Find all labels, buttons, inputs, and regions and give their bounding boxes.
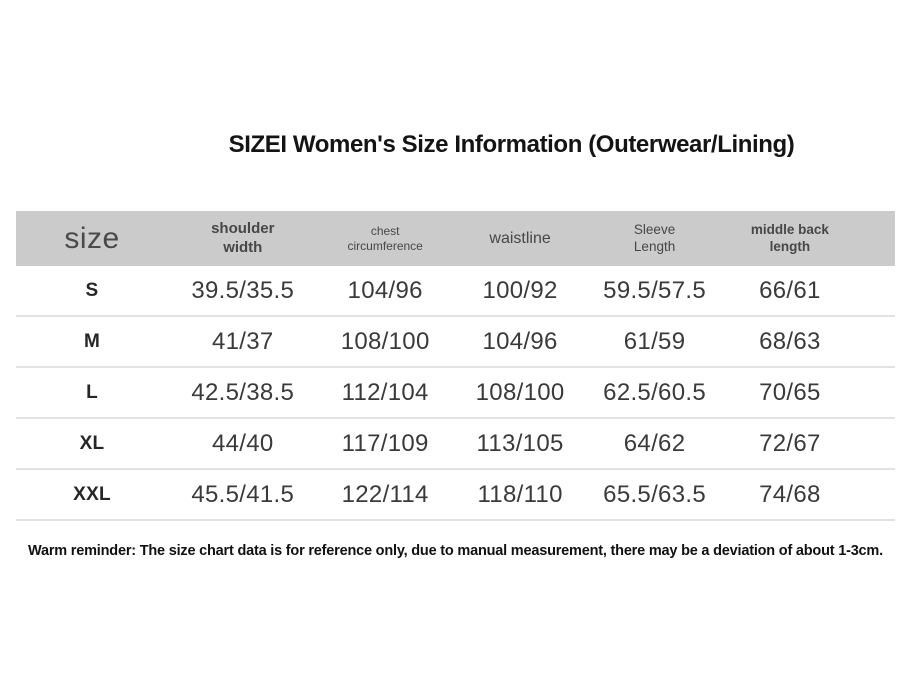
cell-sleeve-length: 64/62 [623, 429, 686, 457]
cell-middle-back-length: 72/67 [759, 429, 821, 457]
header-line: shoulder [211, 219, 275, 237]
table-row-xxl: XXL 45.5/41.5 122/114 118/110 65.5/63.5 … [16, 470, 895, 521]
cell-waistline: 100/92 [482, 276, 558, 304]
header-col-middle-back-length: middle back length [722, 222, 858, 256]
page-title: SIZEI Women's Size Information (Outerwea… [228, 131, 795, 158]
row-size-label: M [83, 330, 101, 352]
cell-shoulder-width: 45.5/41.5 [191, 480, 295, 508]
row-size-label: L [86, 381, 98, 403]
cell-chest-circumference: 122/114 [341, 480, 429, 508]
header-line: chest [370, 223, 400, 238]
cell-middle-back-length: 70/65 [759, 378, 821, 406]
cell-chest-circumference: 112/104 [341, 378, 429, 406]
header-line: width [223, 238, 263, 256]
header-col-sleeve-length: Sleeve Length [587, 222, 721, 256]
header-line: middle back [750, 221, 829, 237]
cell-sleeve-length: 61/59 [623, 327, 686, 355]
header-line: waistline [489, 229, 551, 247]
cell-shoulder-width: 44/40 [211, 429, 274, 457]
cell-middle-back-length: 74/68 [759, 480, 821, 508]
row-size-label: XL [79, 432, 105, 454]
header-col-chest-circumference: chest circumference [317, 224, 452, 254]
cell-waistline: 118/110 [477, 480, 563, 508]
header-line: circumference [347, 238, 423, 253]
table-row-l: L 42.5/38.5 112/104 108/100 62.5/60.5 70… [16, 368, 895, 419]
cell-chest-circumference: 104/96 [347, 276, 423, 304]
row-size-label: S [85, 279, 99, 301]
cell-chest-circumference: 108/100 [340, 327, 430, 355]
cell-middle-back-length: 68/63 [759, 327, 821, 355]
cell-chest-circumference: 117/109 [341, 429, 429, 457]
cell-waistline: 108/100 [475, 378, 565, 406]
header-size-label: size [64, 221, 120, 255]
cell-shoulder-width: 41/37 [211, 327, 274, 355]
cell-sleeve-length: 62.5/60.5 [603, 378, 706, 406]
table-row-m: M 41/37 108/100 104/96 61/59 68/63 [16, 317, 895, 368]
table-row-xl: XL 44/40 117/109 113/105 64/62 72/67 [16, 419, 895, 470]
cell-shoulder-width: 42.5/38.5 [191, 378, 295, 406]
header-col-waistline: waistline [453, 229, 587, 249]
size-table: size shoulder width chest circumference … [16, 211, 895, 521]
table-header-row: size shoulder width chest circumference … [16, 211, 895, 266]
header-line: Sleeve [633, 221, 676, 237]
cell-middle-back-length: 66/61 [759, 276, 821, 304]
cell-shoulder-width: 39.5/35.5 [191, 276, 295, 304]
header-col-shoulder-width: shoulder width [168, 220, 317, 258]
table-row-s: S 39.5/35.5 104/96 100/92 59.5/57.5 66/6… [16, 266, 895, 317]
header-line: Length [633, 238, 676, 254]
row-size-label: XXL [73, 483, 111, 505]
warm-reminder-note: Warm reminder: The size chart data is fo… [28, 543, 883, 559]
cell-sleeve-length: 65.5/63.5 [603, 480, 706, 508]
cell-waistline: 104/96 [482, 327, 558, 355]
header-line: length [769, 238, 811, 254]
cell-waistline: 113/105 [476, 429, 564, 457]
cell-sleeve-length: 59.5/57.5 [603, 276, 706, 304]
